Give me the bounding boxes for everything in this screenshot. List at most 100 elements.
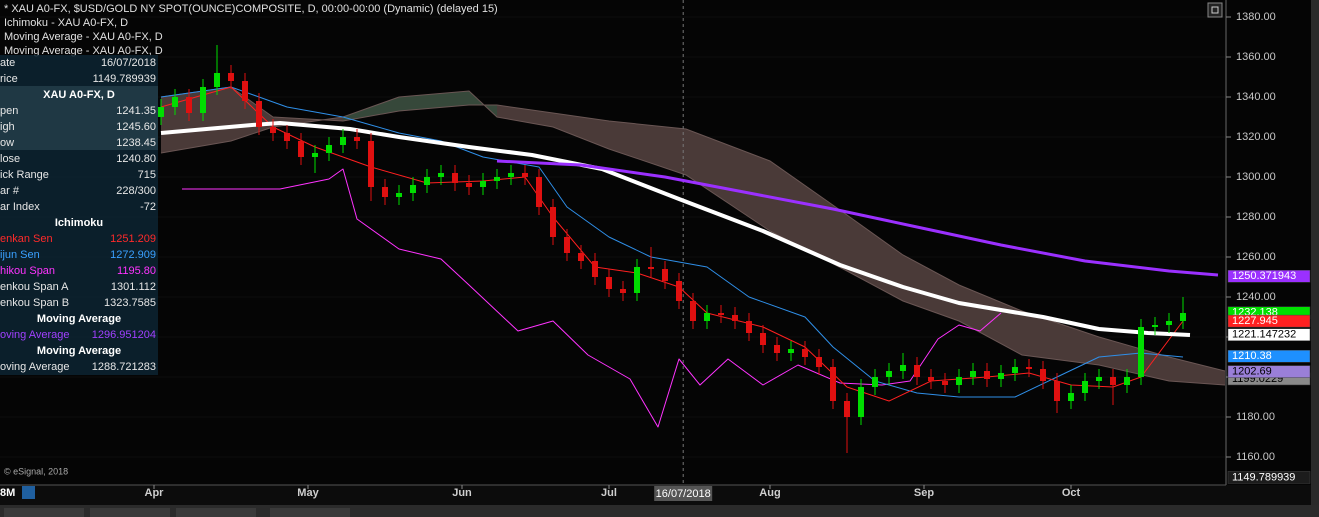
price-label: 1149.789939 [1232,471,1295,483]
candle-body [578,253,584,261]
price-label-box [1227,270,1311,283]
tab[interactable] [270,508,350,517]
candle-body [676,281,682,301]
candle-body [270,127,276,133]
field-value: 1296.951204 [92,329,156,341]
candle-body [368,141,374,187]
maximize-button[interactable] [1207,2,1223,18]
field-value: 1195.80 [117,265,156,277]
field-label: lose [0,153,20,165]
header: * XAU A0-FX, $USD/GOLD NY SPOT(OUNCE)COM… [4,3,498,57]
candle-body [1026,367,1032,369]
candle-body [662,269,668,281]
y-tick-label: 1340.00 [1236,91,1276,103]
price-label-box [1227,314,1311,328]
cloud-segment [959,285,1022,355]
cloud-segment [770,161,847,271]
field-label: igh [0,121,15,133]
candle-body [928,377,934,381]
cloud-segment [497,105,553,127]
price-label: 1210.38 [1232,350,1272,362]
candle-body [858,387,864,417]
candle-body [410,185,416,193]
price-label: 1202.69 [1232,366,1272,378]
symbol-tooltip [0,86,158,150]
candle-body [438,173,444,177]
candle-body [186,97,192,113]
tab[interactable] [176,508,256,517]
tab[interactable] [90,508,170,517]
candle-body [732,315,738,321]
candle-body [788,349,794,353]
candle-body [158,107,164,117]
field-label: ick Range [0,169,49,181]
candle-body [1012,367,1018,373]
y-tick-label: 1240.00 [1236,291,1276,303]
field-value: 1245.60 [116,121,156,133]
plot-area [158,0,1225,485]
y-tick-label: 1300.00 [1236,171,1276,183]
candle-body [564,237,570,253]
cloud-segment [847,215,903,301]
indicator-line [160,86,1184,398]
x-tick-label: Aug [759,487,780,499]
candle-body [970,371,976,377]
period-button[interactable]: 8M [0,487,15,499]
candle-body [480,181,486,187]
candle-body [704,313,710,321]
field-value: 715 [138,169,156,181]
candle-body [424,177,430,185]
candle-body [690,301,696,321]
price-label: 1227.945 [1232,315,1278,327]
cloud-span [160,90,1225,386]
cloud-segment [553,113,609,149]
candle-body [942,381,948,385]
y-tick-label: 1380.00 [1236,11,1276,23]
candle-body [774,345,780,353]
candle-body [746,321,752,333]
candle-body [1180,313,1186,321]
candle-body [900,365,906,371]
candle-body [1040,369,1046,381]
x-tick-label: Sep [914,487,934,499]
indicator-line [160,121,1191,337]
candle-body [648,267,654,269]
candle-body [508,173,514,177]
tab[interactable] [4,508,84,517]
cursor-date-box [654,486,713,501]
field-label: enkou Span B [0,297,69,309]
y-tick-label: 1160.00 [1236,451,1275,463]
period-icon[interactable] [22,486,35,499]
candle-body [172,97,178,107]
y-tick-label: 1320.00 [1236,131,1276,143]
cloud-segment [1022,311,1099,365]
study-label: Moving Average - XAU A0-FX, D [4,31,163,43]
field-value: 1241.35 [116,105,156,117]
study-label: Moving Average - XAU A0-FX, D [4,45,163,57]
candle-body [312,153,318,157]
indicator-line [182,168,1002,428]
candle-body [760,333,766,345]
candle-body [634,267,640,293]
x-tick-label: Jun [452,487,472,499]
field-label: hikou Span [0,265,55,277]
cloud-segment [609,121,686,175]
time-axis-labels: Apr May Jun Jul Aug Sep Oct 16/07/2018 [145,485,1081,501]
candle-body [1110,377,1116,385]
price-axis: 1160.001180.001200.001220.001240.001260.… [1226,11,1311,484]
y-tick-label: 1180.00 [1236,411,1275,423]
section-heading: Ichimoku [55,217,103,229]
candle-body [844,401,850,417]
field-value: 1240.80 [116,153,156,165]
candle-body [1166,321,1172,325]
field-value: 1301.112 [111,281,156,293]
candle-body [1082,381,1088,393]
field-value: 1149.789939 [93,73,156,85]
maximize-icon [1211,6,1219,14]
candle-body [872,377,878,387]
field-label: enkou Span A [0,281,69,293]
field-label: oving Average [0,361,70,373]
candle-body [914,365,920,377]
field-value: 1251.209 [110,233,156,245]
